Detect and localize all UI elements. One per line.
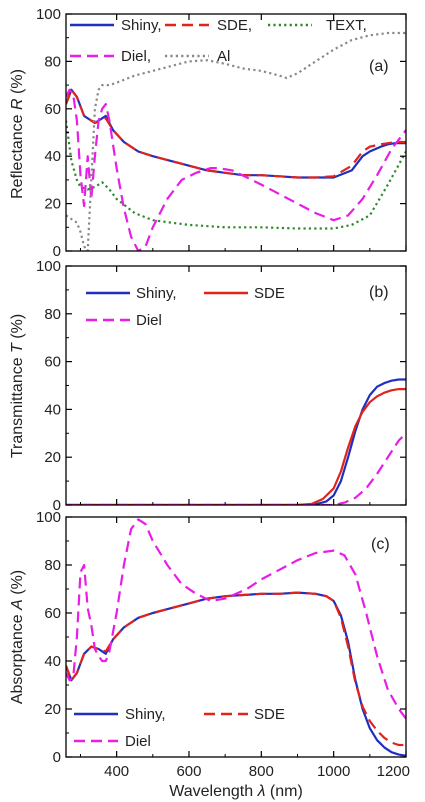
series-group: [66, 518, 406, 757]
y-tick-label: 60: [44, 101, 61, 118]
y-tick-label: 80: [44, 306, 61, 323]
y-tick-label: 80: [44, 557, 61, 574]
panel-b-ylabel: Transmittance T (%): [9, 314, 26, 458]
y-tick-label: 60: [44, 354, 61, 371]
panel-c-ylabel: Absorptance A (%): [9, 570, 26, 704]
legend: Shiny, SDE Diel: [86, 285, 285, 329]
x-tick-label: 1200: [377, 763, 410, 780]
panel-label: (b): [369, 284, 389, 301]
legend: Shiny, SDE Diel: [74, 706, 285, 750]
y-tick-label: 0: [53, 749, 61, 766]
y-tick-label: 20: [44, 701, 61, 718]
legend-label-0: Shiny,: [125, 706, 166, 723]
x-tick-label: 600: [176, 763, 201, 780]
series-line-2: [66, 432, 406, 505]
series-line-1: [66, 388, 406, 505]
series-group: [66, 31, 406, 251]
x-tick-label: 1000: [317, 763, 350, 780]
legend-label-2: Diel: [136, 312, 162, 329]
y-tick-label: 100: [36, 6, 61, 23]
panel-c: Absorptance A (%) 0 20 40 60 80 100 400 600 800 1…: [9, 509, 410, 780]
y-tick-label: 80: [44, 53, 61, 70]
series-line-0: [66, 591, 406, 757]
series-line-4: [66, 31, 406, 251]
legend-label-1: SDE: [254, 706, 285, 723]
series-line-3: [66, 88, 406, 251]
series-group: [66, 378, 406, 505]
series-line-2: [66, 518, 406, 720]
y-tick-label: 0: [53, 497, 61, 514]
x-tick-label: 800: [249, 763, 274, 780]
panel-a-ylabel: Reflectance R (%): [9, 69, 26, 199]
legend-label-1: SDE: [254, 285, 285, 302]
y-tick-label: 100: [36, 509, 61, 526]
plot-frame: [65, 516, 407, 758]
y-tick-label: 20: [44, 196, 61, 213]
panel-b: Transmittance T (%) 0 20 40 60 80 100 (b) Shiny…: [9, 258, 407, 514]
legend-label-0: Shiny,: [121, 17, 162, 34]
y-tick-label: 60: [44, 605, 61, 622]
y-tick-label: 20: [44, 449, 61, 466]
y-tick-label: 40: [44, 653, 61, 670]
plot-frame: [65, 265, 407, 506]
legend-label-2: Diel: [125, 733, 151, 750]
legend-label-0: Shiny,: [136, 285, 177, 302]
plot-frame: [65, 13, 407, 252]
x-axis-label: Wavelength λ (nm): [169, 783, 303, 800]
legend-label-2: TEXT,: [326, 17, 367, 34]
panel-label: (c): [371, 536, 390, 553]
y-tick-label: 40: [44, 148, 61, 165]
y-tick-label: 100: [36, 258, 61, 275]
y-tick-label: 0: [53, 243, 61, 260]
legend: Shiny, SDE, TEXT, Diel, Al: [70, 17, 367, 65]
y-tick-label: 40: [44, 401, 61, 418]
legend-label-3: Diel,: [121, 48, 151, 65]
x-tick-label: 400: [104, 763, 129, 780]
legend-label-4: Al: [217, 48, 230, 65]
panel-label: (a): [369, 58, 389, 75]
series-line-0: [66, 378, 406, 505]
legend-label-1: SDE,: [217, 17, 252, 34]
